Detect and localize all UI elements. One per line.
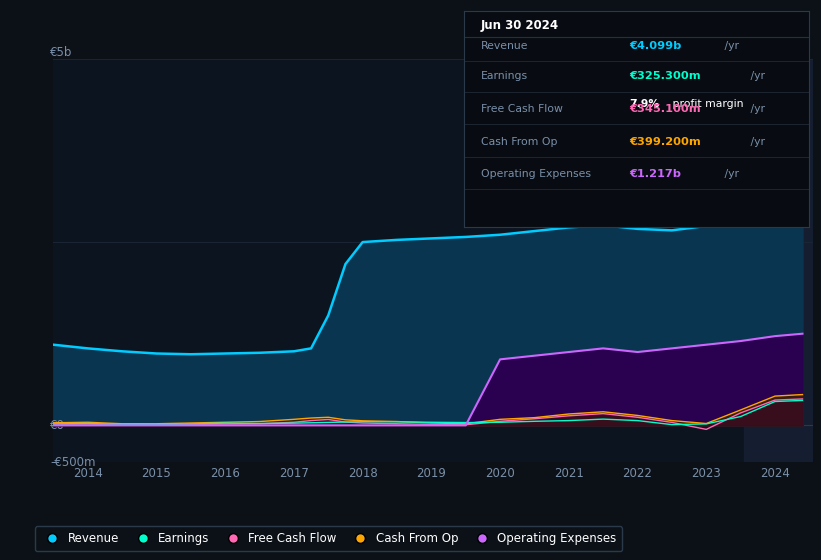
- Text: Free Cash Flow: Free Cash Flow: [481, 104, 563, 114]
- Text: 7.9%: 7.9%: [630, 99, 660, 109]
- Text: -€500m: -€500m: [50, 455, 95, 469]
- Text: Earnings: Earnings: [481, 71, 528, 81]
- Text: /yr: /yr: [747, 137, 765, 147]
- Text: Cash From Op: Cash From Op: [481, 137, 557, 147]
- Text: profit margin: profit margin: [669, 99, 744, 109]
- Text: /yr: /yr: [747, 71, 765, 81]
- Text: Revenue: Revenue: [481, 41, 529, 51]
- Text: €4.099b: €4.099b: [630, 41, 681, 51]
- Text: Operating Expenses: Operating Expenses: [481, 169, 591, 179]
- Text: €5b: €5b: [50, 46, 72, 59]
- Text: /yr: /yr: [721, 169, 739, 179]
- Bar: [744, 59, 821, 462]
- Text: €0: €0: [50, 419, 65, 432]
- Text: €399.200m: €399.200m: [630, 137, 701, 147]
- Text: €325.300m: €325.300m: [630, 71, 701, 81]
- Legend: Revenue, Earnings, Free Cash Flow, Cash From Op, Operating Expenses: Revenue, Earnings, Free Cash Flow, Cash …: [34, 526, 622, 551]
- Text: /yr: /yr: [721, 41, 739, 51]
- Text: /yr: /yr: [747, 104, 765, 114]
- Text: Jun 30 2024: Jun 30 2024: [481, 18, 559, 32]
- Text: €345.100m: €345.100m: [630, 104, 701, 114]
- Text: €1.217b: €1.217b: [630, 169, 681, 179]
